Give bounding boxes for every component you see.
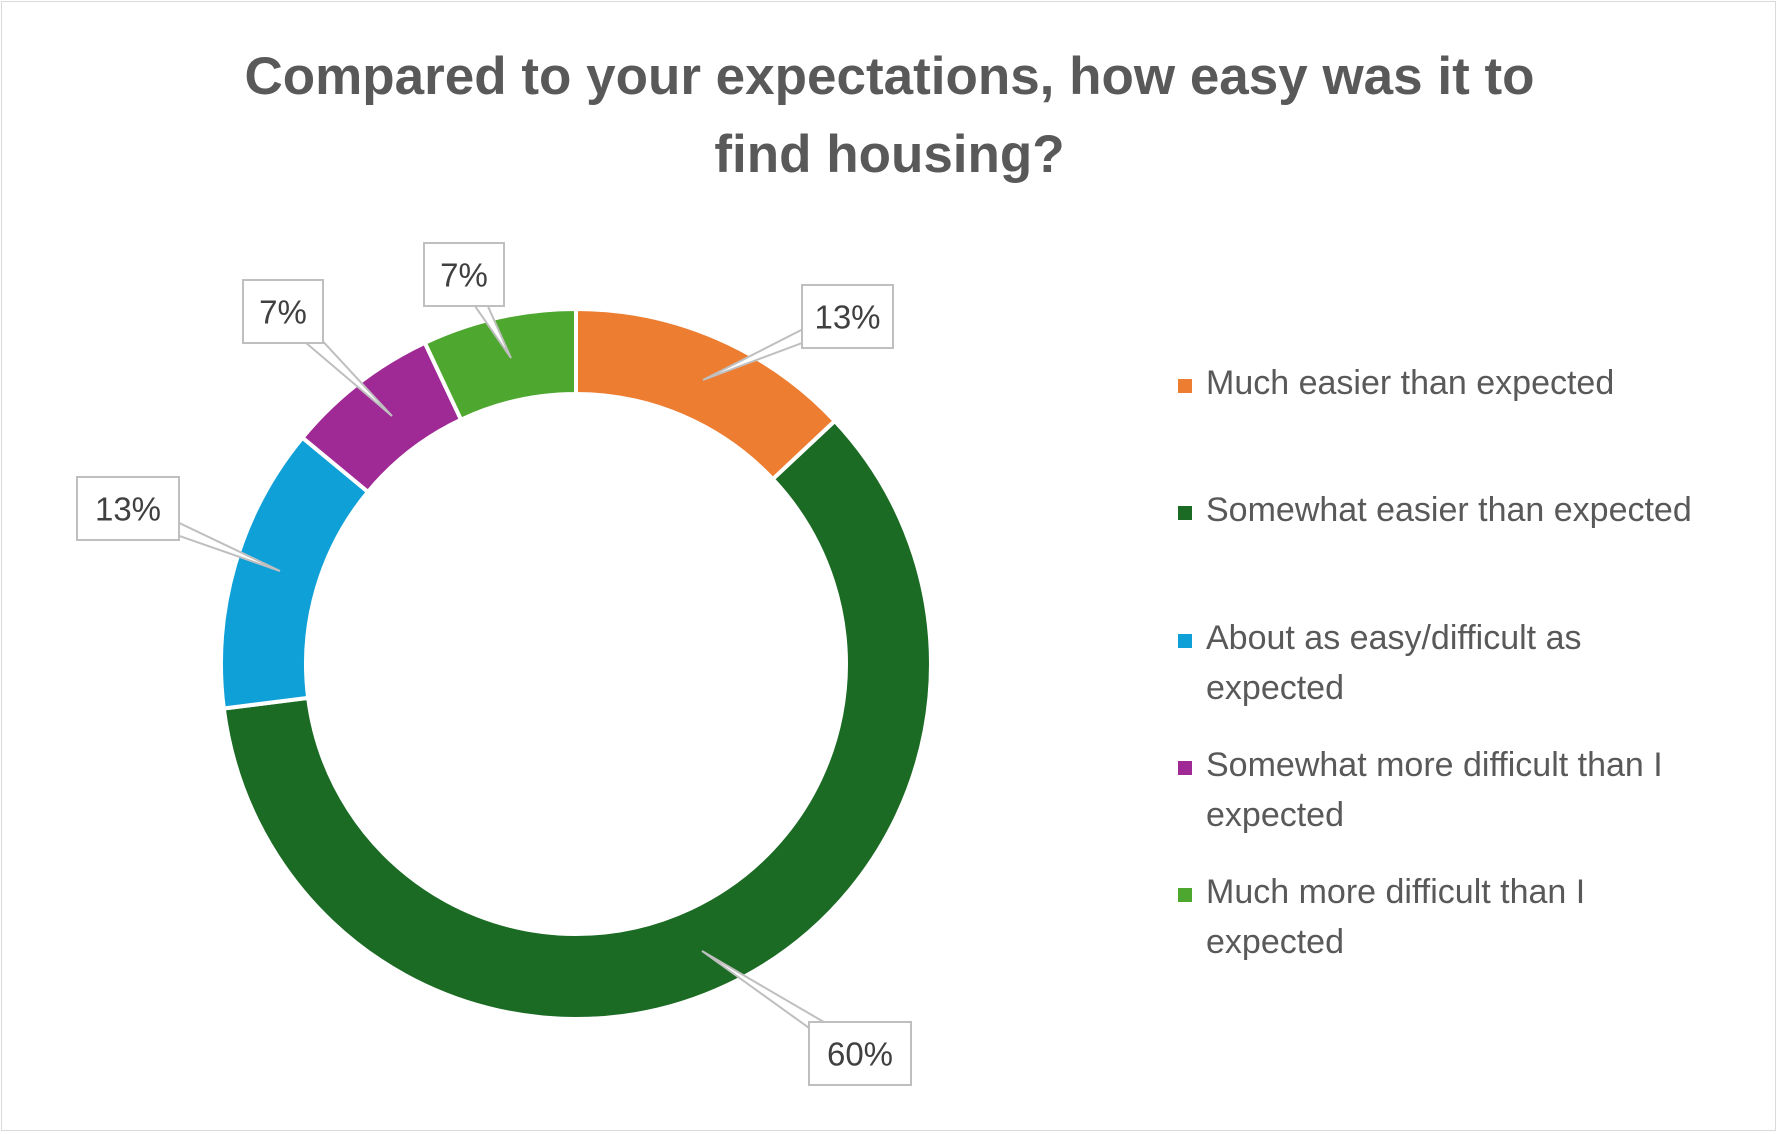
data-label-box-about-as-expected [76, 476, 180, 541]
legend-label-much-more-difficult: Much more difficult than I expected [1206, 867, 1736, 967]
legend-label-about-as-expected: About as easy/difficult as expected [1206, 613, 1736, 713]
data-label-box-much-easier [801, 284, 894, 349]
legend-swatch-about-as-expected [1178, 634, 1192, 648]
legend-label-somewhat-easier: Somewhat easier than expected [1206, 485, 1736, 535]
donut-slice-about-as-expected [219, 434, 371, 711]
data-label-somewhat-easier: 60% [827, 1036, 893, 1073]
legend-swatch-much-more-difficult [1178, 888, 1192, 902]
data-label-callout-much-easier: 13% [702, 284, 894, 381]
chart-title-line-2: find housing? [714, 125, 1065, 184]
data-label-callout-somewhat-more-difficult: 7% [242, 279, 393, 417]
chart-title: Compared to your expectations, how easy … [0, 38, 1779, 194]
legend-label-line: Somewhat easier than expected [1206, 491, 1692, 529]
data-label-box-somewhat-more-difficult [242, 279, 324, 344]
data-label-callout-about-as-expected: 13% [76, 476, 281, 572]
legend-label-line: Somewhat more difficult than I [1206, 746, 1663, 784]
legend-label-line: Much easier than expected [1206, 364, 1615, 402]
legend-label-line: expected [1206, 796, 1344, 834]
donut-slice-somewhat-easier [221, 418, 933, 1021]
legend-swatch-much-easier [1178, 379, 1192, 393]
data-label-about-as-expected: 13% [95, 491, 161, 528]
legend-label-line: About as easy/difficult as [1206, 619, 1582, 657]
donut-slice-much-more-difficult [422, 306, 578, 423]
data-label-box-much-more-difficult [423, 242, 505, 307]
data-label-callout-somewhat-easier: 60% [701, 950, 912, 1086]
data-label-callout-much-more-difficult: 7% [423, 242, 512, 359]
chart-title-line-1: Compared to your expectations, how easy … [244, 47, 1535, 106]
legend-label-line: expected [1206, 923, 1344, 961]
legend-label-line: Much more difficult than I [1206, 873, 1586, 911]
data-label-box-somewhat-easier [808, 1021, 912, 1086]
legend-swatch-somewhat-easier [1178, 506, 1192, 520]
data-label-much-easier: 13% [814, 299, 880, 336]
data-label-much-more-difficult: 7% [440, 257, 488, 294]
legend-label-line: expected [1206, 669, 1344, 707]
legend-swatch-somewhat-more-difficult [1178, 761, 1192, 775]
data-label-somewhat-more-difficult: 7% [259, 294, 307, 331]
legend-label-somewhat-more-difficult: Somewhat more difficult than I expected [1206, 740, 1736, 840]
legend-label-much-easier: Much easier than expected [1206, 358, 1736, 408]
